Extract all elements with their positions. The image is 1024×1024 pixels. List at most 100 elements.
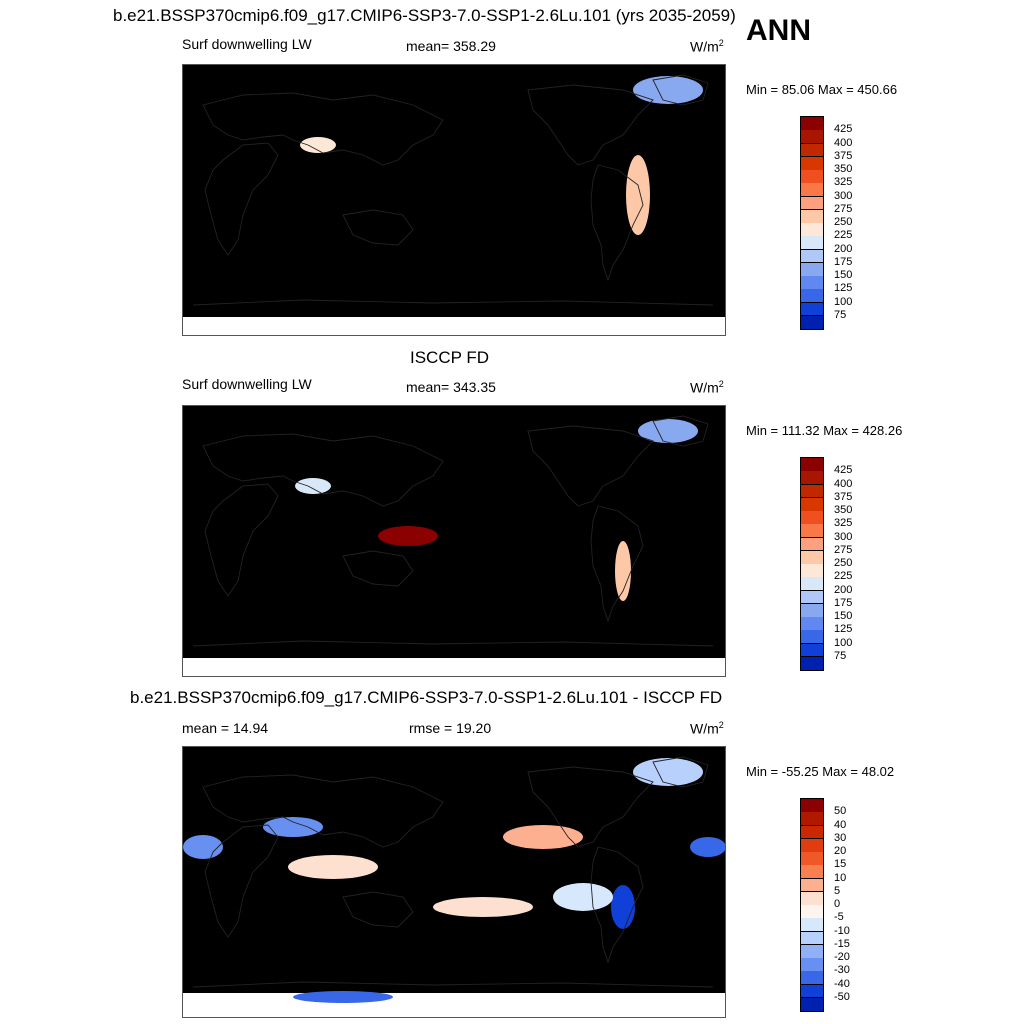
panel1-variable: Surf downwelling LW <box>182 36 312 52</box>
colorbar-tick-label: 100 <box>834 295 853 308</box>
colorbar-swatch <box>801 315 823 330</box>
colorbar-swatch <box>801 302 823 317</box>
colorbar-swatch <box>801 971 823 985</box>
colorbar-swatch <box>801 537 823 552</box>
colorbar-swatch <box>801 117 823 131</box>
colorbar-swatch <box>801 196 823 211</box>
colorbar-tick-label: 400 <box>834 136 853 149</box>
colorbar-tick-label: 125 <box>834 623 853 636</box>
panel2-units: W/m2 <box>690 379 724 396</box>
colorbar-tick-label: 150 <box>834 610 853 622</box>
colorbar-tick-label: -15 <box>834 937 850 950</box>
colorbar-swatch <box>801 590 823 605</box>
colorbar-swatch <box>801 984 823 999</box>
colorbar-swatch <box>801 524 823 538</box>
colorbar-tick-label: 325 <box>834 176 853 189</box>
colorbar-tick-label: 275 <box>834 543 853 556</box>
colorbar-tick-label: -40 <box>834 977 850 990</box>
colorbar-swatch <box>801 170 823 184</box>
colorbar-swatch <box>801 209 823 224</box>
colorbar-tick-label: 375 <box>834 490 853 503</box>
colorbar-swatch <box>801 944 823 959</box>
panel1-units: W/m2 <box>690 38 724 55</box>
colorbar-tick-label: 350 <box>834 163 853 175</box>
colorbar-swatch <box>801 458 823 472</box>
colorbar-tick-label: 200 <box>834 583 853 596</box>
colorbar-tick-label: 0 <box>834 898 841 910</box>
colorbar-swatch <box>801 878 823 893</box>
figure-title: b.e21.BSSP370cmip6.f09_g17.CMIP6-SSP3-7.… <box>113 6 736 25</box>
colorbar-tick-label: 350 <box>834 504 853 516</box>
colorbar-swatch <box>801 289 823 303</box>
colorbar-tick-label: 400 <box>834 477 853 490</box>
colorbar-tick-label: -50 <box>834 990 850 1003</box>
colorbar-swatch <box>801 511 823 525</box>
colorbar-tick-label: 10 <box>834 871 847 884</box>
panel2-mean: mean= 343.35 <box>406 379 496 395</box>
colorbar-tick-label: 300 <box>834 530 853 543</box>
colorbar-tick-label: 50 <box>834 805 847 818</box>
panel1-mean: mean= 358.29 <box>406 38 496 54</box>
panel1-map <box>182 64 726 336</box>
panel2-variable: Surf downwelling LW <box>182 376 312 392</box>
colorbar-tick-label: 425 <box>834 464 853 477</box>
panel3-mean: mean = 14.94 <box>182 720 269 736</box>
colorbar-swatch <box>801 905 823 919</box>
colorbar-swatch <box>801 812 823 826</box>
colorbar-swatch <box>801 156 823 171</box>
colorbar-swatch <box>801 471 823 485</box>
colorbar-tick-label: 425 <box>834 123 853 136</box>
colorbar-swatch <box>801 643 823 658</box>
colorbar-swatch <box>801 617 823 631</box>
panel1-colorbar <box>800 116 824 330</box>
colorbar-swatch <box>801 262 823 277</box>
colorbar-swatch <box>801 630 823 644</box>
panel3-minmax: Min = -55.25 Max = 48.02 <box>746 764 895 779</box>
colorbar-swatch <box>801 236 823 250</box>
panel3-colorbar <box>800 798 824 1012</box>
colorbar-tick-label: -30 <box>834 964 850 977</box>
colorbar-swatch <box>801 931 823 946</box>
colorbar-tick-label: -10 <box>834 924 850 937</box>
colorbar-tick-label: 15 <box>834 858 847 871</box>
colorbar-swatch <box>801 891 823 906</box>
colorbar-tick-label: 325 <box>834 517 853 530</box>
colorbar-tick-label: 75 <box>834 649 847 662</box>
colorbar-tick-label: 125 <box>834 282 853 295</box>
colorbar-swatch <box>801 276 823 290</box>
colorbar-swatch <box>801 577 823 591</box>
colorbar-tick-label: 275 <box>834 202 853 215</box>
colorbar-tick-label: 375 <box>834 149 853 162</box>
season-label: ANN <box>746 14 811 47</box>
colorbar-swatch <box>801 564 823 578</box>
panel3-units: W/m2 <box>690 720 724 737</box>
panel1-minmax: Min = 85.06 Max = 450.66 <box>746 82 898 97</box>
colorbar-swatch <box>801 143 823 158</box>
colorbar-tick-label: 5 <box>834 884 841 897</box>
colorbar-tick-label: 30 <box>834 831 847 844</box>
colorbar-tick-label: 250 <box>834 557 853 569</box>
colorbar-swatch <box>801 497 823 512</box>
colorbar-tick-label: 20 <box>834 845 847 857</box>
colorbar-tick-label: 150 <box>834 269 853 281</box>
colorbar-tick-label: 200 <box>834 242 853 255</box>
colorbar-swatch <box>801 130 823 144</box>
colorbar-tick-label: 300 <box>834 189 853 202</box>
colorbar-swatch <box>801 656 823 671</box>
colorbar-swatch <box>801 997 823 1012</box>
colorbar-tick-label: -5 <box>834 911 844 924</box>
panel3-map <box>182 746 726 1018</box>
colorbar-tick-label: 40 <box>834 818 847 831</box>
panel2-map <box>182 405 726 677</box>
colorbar-tick-label: -20 <box>834 951 850 963</box>
colorbar-swatch <box>801 865 823 879</box>
colorbar-swatch <box>801 249 823 264</box>
colorbar-tick-label: 225 <box>834 570 853 583</box>
panel2-title: ISCCP FD <box>410 348 490 367</box>
panel3-rmse: rmse = 19.20 <box>409 720 492 736</box>
colorbar-swatch <box>801 484 823 499</box>
colorbar-tick-label: 175 <box>834 596 853 609</box>
colorbar-swatch <box>801 799 823 813</box>
colorbar-swatch <box>801 223 823 237</box>
colorbar-swatch <box>801 958 823 972</box>
